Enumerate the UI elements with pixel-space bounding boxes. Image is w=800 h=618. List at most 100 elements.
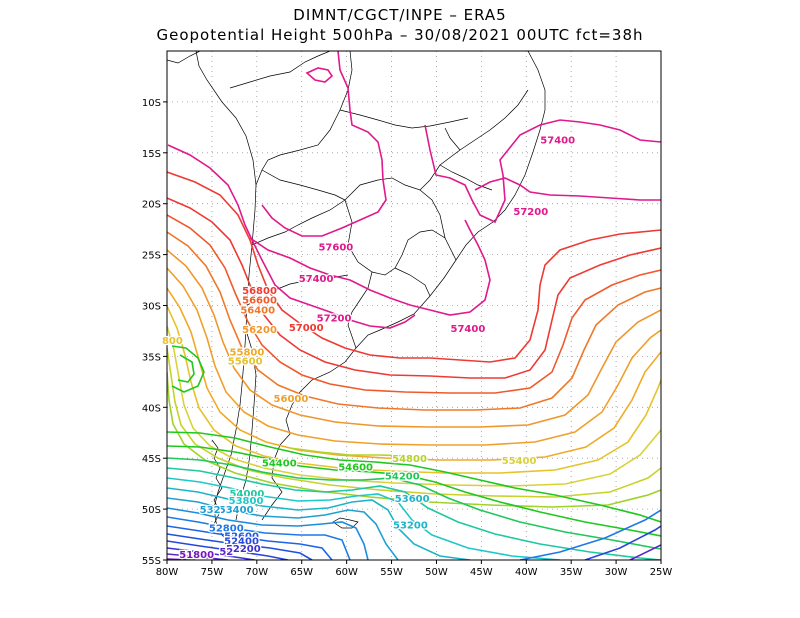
contour-lines [167, 51, 661, 560]
contour-label: 54600 [338, 462, 373, 473]
contour-label: 54400 [262, 458, 297, 469]
contour-55600 [167, 305, 661, 474]
contour-57000 [167, 171, 661, 363]
contour-56400 [167, 231, 661, 411]
coastlines-borders [167, 51, 546, 551]
contour-label: 55800 [230, 347, 265, 358]
contour-label: 56800 [242, 286, 277, 297]
contour-57600-b [305, 67, 334, 83]
border-10 [419, 189, 446, 239]
contour-56600 [167, 214, 661, 394]
contour-55800-vortex-inner [177, 354, 195, 383]
contour-label: 56400 [240, 306, 275, 317]
border-12 [339, 109, 469, 129]
contour-56200 [167, 249, 661, 428]
lat-tick-label: 20S [142, 200, 161, 211]
contour-54200 [167, 457, 661, 550]
contour-label: 56200 [242, 325, 277, 336]
lon-tick-label: 35W [560, 567, 583, 578]
contour-54600 [167, 431, 661, 523]
contour-label: 55400 [502, 456, 537, 467]
lon-tick-label: 50W [425, 567, 448, 578]
contour-label: 56000 [274, 394, 309, 405]
south-america-east-coast [261, 51, 546, 521]
contour-label: 53400 [219, 505, 254, 516]
south-america-west-coast [195, 51, 259, 551]
contour-eastern-tail-c [629, 544, 661, 560]
lat-tick-label: 30S [142, 302, 161, 313]
contour-label: 800 [162, 336, 183, 347]
contour-57400-north [424, 119, 661, 224]
contour-label: 57400 [299, 274, 334, 285]
contour-label: 52200 [226, 544, 261, 555]
contour-label: 52400 [224, 537, 259, 548]
lon-tick-label: 70W [246, 567, 269, 578]
contour-label: 54200 [385, 472, 420, 483]
contour-57600 [261, 51, 387, 237]
contour-53200 [167, 507, 369, 560]
lat-tick-label: 15S [142, 149, 161, 160]
lat-tick-label: 50S [142, 505, 161, 516]
lon-tick-label: 75W [201, 567, 224, 578]
contour-label: 54000 [230, 489, 265, 500]
contour-54000 [167, 467, 661, 560]
figure-title-line2: Geopotential Height 500hPa – 30/08/2021 … [156, 26, 644, 44]
contour-57200-south [167, 144, 416, 329]
contour-label: 57400 [540, 136, 575, 147]
contour-label: 54800 [392, 454, 427, 465]
lon-tick-label: 40W [515, 567, 538, 578]
lon-tick-label: 80W [156, 567, 179, 578]
contour-53600 [167, 487, 471, 560]
lon-tick-label: 25W [650, 567, 673, 578]
contour-56000 [167, 267, 661, 446]
contour-55400 [167, 325, 661, 487]
border-5 [394, 267, 431, 297]
lon-tick-label: 45W [470, 567, 493, 578]
border-9 [261, 169, 346, 201]
border-3 [344, 199, 457, 276]
lat-tick-label: 35S [142, 352, 161, 363]
border-6 [235, 329, 257, 521]
contour-label: 52600 [224, 532, 259, 543]
lat-tick-label: 40S [142, 403, 161, 414]
contour-label: 52 [219, 547, 233, 558]
contour-label: 57400 [450, 324, 485, 335]
contour-label: 57200 [513, 207, 548, 218]
lon-tick-label: 55W [380, 567, 403, 578]
border-7 [246, 274, 349, 306]
contour-52800 [167, 525, 333, 560]
lat-tick-label: 45S [142, 454, 161, 465]
contour-53800 [167, 477, 561, 560]
contour-label: 57000 [289, 323, 324, 334]
contour-label: 57600 [318, 242, 353, 253]
border-8 [229, 51, 331, 89]
contour-53400 [167, 497, 399, 560]
contour-label: 53600 [395, 494, 430, 505]
border-13 [444, 127, 461, 151]
contour-label: 57200 [317, 314, 352, 325]
figure-title-line1: DIMNT/CGCT/INPE – ERA5 [293, 6, 507, 24]
contour-54800 [289, 447, 411, 457]
contour-54400 [167, 445, 661, 537]
contour-eastern-tail-a [519, 509, 661, 560]
contour-56800 [167, 197, 661, 379]
border-2 [251, 89, 529, 246]
lon-tick-label: 60W [335, 567, 358, 578]
contour-53000 [167, 516, 351, 560]
contour-label: 53800 [229, 496, 264, 507]
contour-labels: 57400 57200 57600 57400 57200 57400 57000 56800… [161, 134, 577, 562]
contour-52600 [167, 533, 313, 560]
contour-52400 [167, 540, 289, 560]
lat-tick-label: 25S [142, 251, 161, 262]
lon-tick-label: 65W [290, 567, 313, 578]
contour-55800-vortex [171, 345, 205, 393]
contour-label: 52800 [209, 523, 244, 534]
contour-label: 532 [200, 505, 221, 516]
coast-north-arc [167, 51, 201, 64]
contour-label: 56600 [242, 295, 277, 306]
contour-57400-south [249, 219, 491, 316]
lat-tick-label: 55S [142, 556, 161, 567]
